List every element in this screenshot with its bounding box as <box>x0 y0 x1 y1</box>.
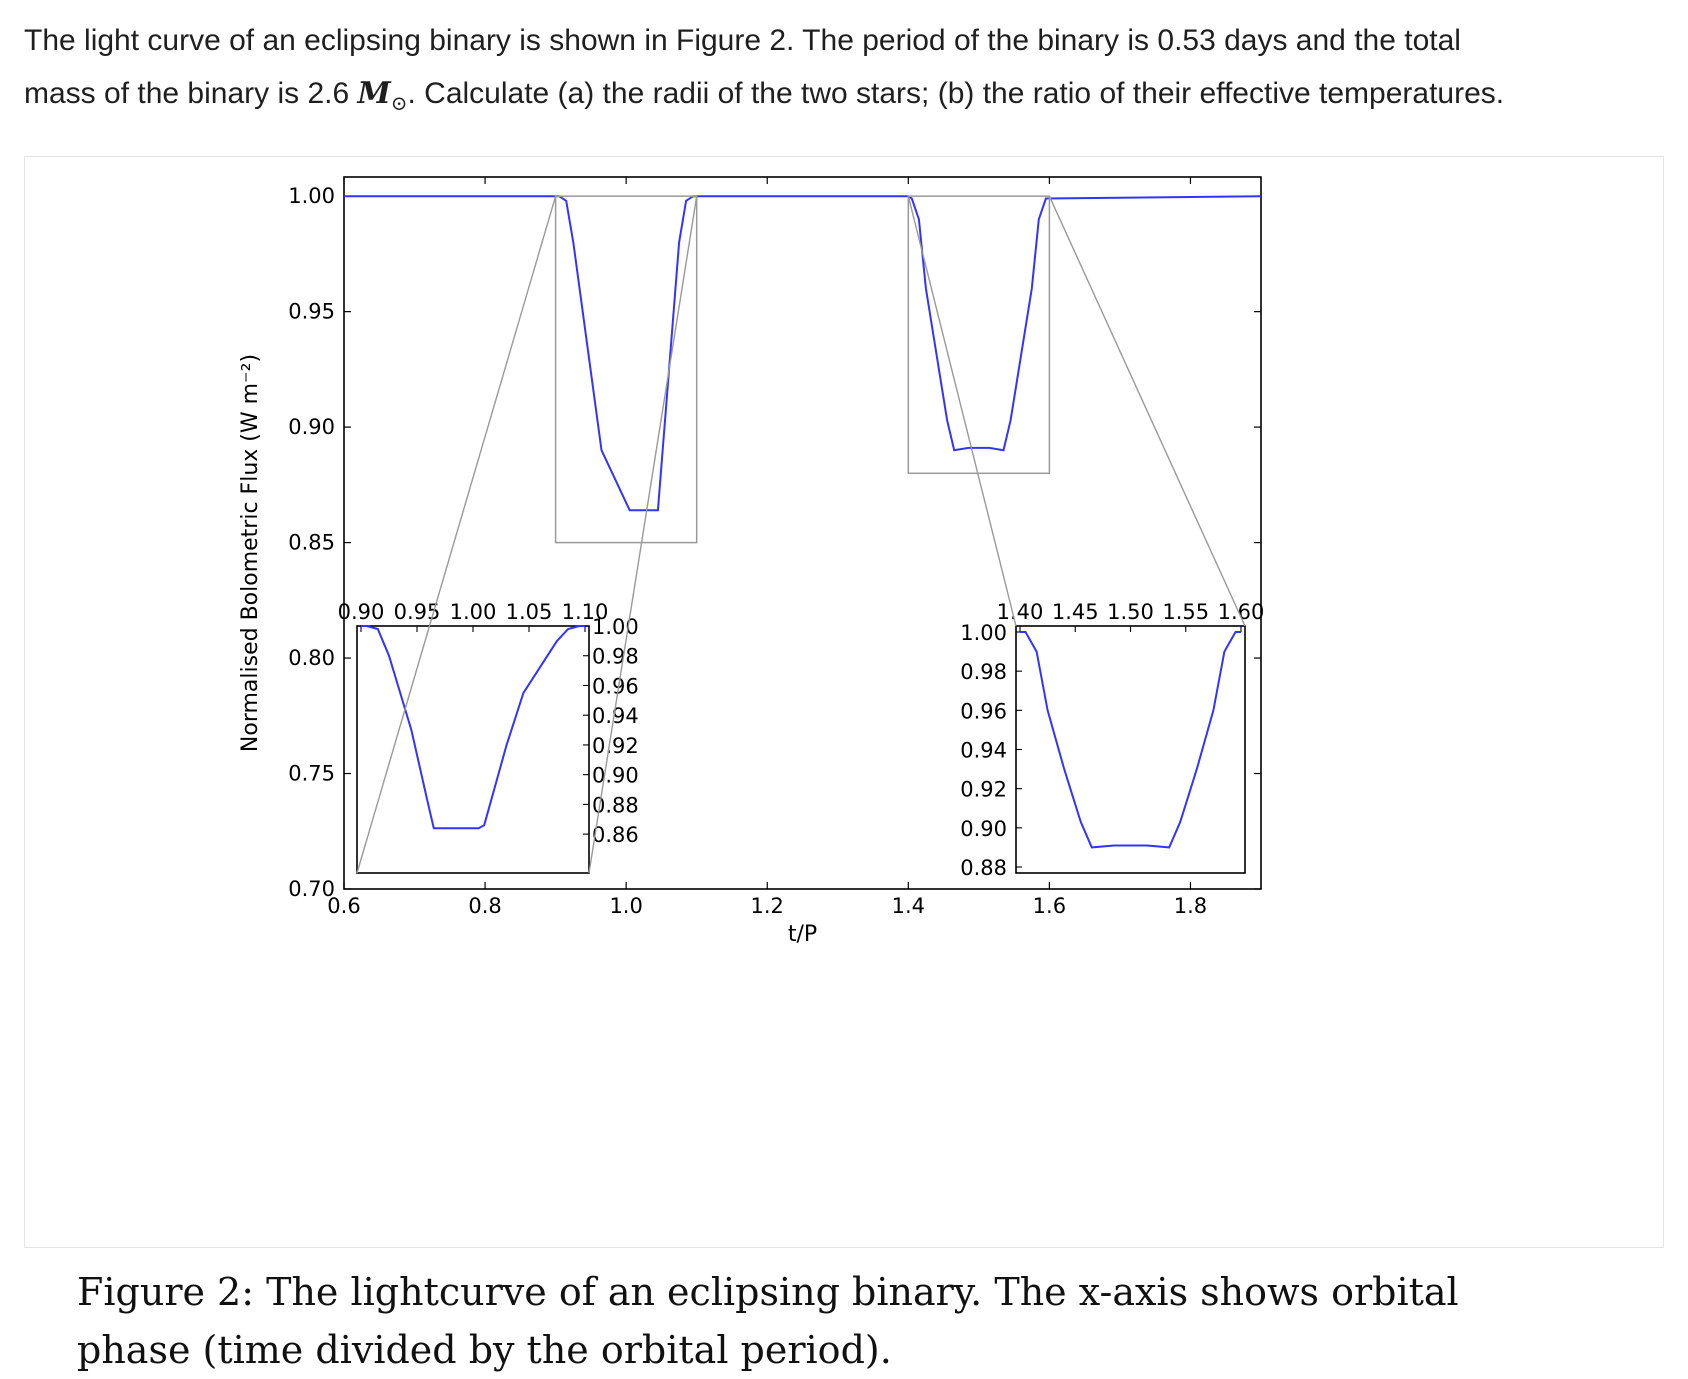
inset-primary-y-tick-label: 0.98 <box>592 645 639 669</box>
y-axis-label: Normalised Bolometric Flux (W m⁻²) <box>238 354 263 752</box>
inset-primary-frame <box>356 625 590 874</box>
zoom-connector-line <box>356 195 557 874</box>
inset-secondary-x-tick-label: 1.40 <box>997 600 1044 624</box>
y-tick-label: 0.75 <box>288 762 335 786</box>
zoom-connector-line <box>907 195 1017 627</box>
question-line-2: mass of the binary is 2.6 M⊙. Calculate … <box>24 67 1674 130</box>
main-lightcurve <box>344 195 1262 512</box>
inset-primary-x-tick-label: 1.10 <box>562 600 609 624</box>
x-axis-label: t/P <box>788 922 817 947</box>
inset-secondary-y-tick-label: 0.94 <box>960 739 1007 763</box>
x-tick-label: 1.2 <box>751 894 784 918</box>
zoom-connector-line <box>1048 195 1246 627</box>
y-tick-label: 0.90 <box>288 415 335 439</box>
y-tick-label: 1.00 <box>288 184 335 208</box>
inset-primary-y-tick-label: 0.96 <box>592 674 639 698</box>
inset-secondary-y-tick-label: 0.88 <box>960 856 1007 880</box>
inset-primary-x-tick-label: 1.00 <box>450 600 497 624</box>
inset-secondary-y-tick-label: 0.98 <box>960 660 1007 684</box>
inset-primary-y-tick-label: 0.90 <box>592 764 639 788</box>
x-tick-label: 1.6 <box>1033 894 1066 918</box>
inset-primary-x-tick-label: 1.05 <box>506 600 553 624</box>
inset-secondary-y-tick-label: 0.92 <box>960 778 1007 802</box>
question-line-2-prefix: mass of the binary is 2.6 <box>24 77 358 110</box>
y-tick-label: 0.70 <box>288 877 335 901</box>
inset-secondary-x-tick-label: 1.55 <box>1162 600 1209 624</box>
y-tick-label: 0.85 <box>288 531 335 555</box>
main-plot-frame <box>343 176 1262 890</box>
x-tick-label: 1.0 <box>609 894 642 918</box>
inset-primary-y-tick-label: 0.86 <box>592 823 639 847</box>
inset-secondary-x-tick-label: 1.45 <box>1052 600 1099 624</box>
inset-secondary-frame <box>1015 625 1246 874</box>
x-tick-label: 1.8 <box>1174 894 1207 918</box>
inset-secondary-y-tick-label: 1.00 <box>960 621 1007 645</box>
question-line-1: The light curve of an eclipsing binary i… <box>24 24 1461 57</box>
y-tick-label: 0.95 <box>288 300 335 324</box>
x-tick-label: 1.4 <box>892 894 925 918</box>
x-tick-label: 0.6 <box>327 894 360 918</box>
lightcurve-figure: 0.6 0.8 1.0 1.2 1.4 1.6 1.8 0.70 0.75 0.80 0.85 0.9… <box>238 176 1265 947</box>
figure-caption: Figure 2: The lightcurve of an eclipsing… <box>77 1263 1687 1379</box>
primary-eclipse-zoom-box <box>554 195 698 544</box>
inset-primary-x-tick-label: 0.95 <box>394 600 441 624</box>
question-line-2-suffix: . Calculate (a) the radii of the two sta… <box>407 77 1505 110</box>
inset-primary-y-tick-label: 0.92 <box>592 734 639 758</box>
inset-secondary-y-tick-label: 0.96 <box>960 699 1007 723</box>
inset-secondary-y-tick-label: 0.90 <box>960 817 1007 841</box>
zoom-connector-line <box>588 196 698 874</box>
inset-primary-y-tick-label: 1.00 <box>592 615 639 639</box>
y-tick-label: 0.80 <box>288 646 335 670</box>
inset-primary-x-tick-label: 0.90 <box>338 600 385 624</box>
caption-line-2: phase (time divided by the orbital perio… <box>77 1328 892 1372</box>
secondary-eclipse-zoom-box <box>907 195 1051 475</box>
inset-secondary-x-tick-label: 1.60 <box>1218 600 1265 624</box>
x-tick-label: 0.8 <box>468 894 501 918</box>
inset-secondary-x-tick-label: 1.50 <box>1107 600 1154 624</box>
inset-primary-lightcurve <box>361 625 585 830</box>
question-text: The light curve of an eclipsing binary i… <box>24 14 1674 130</box>
figure-container: 0.6 0.8 1.0 1.2 1.4 1.6 1.8 0.70 0.75 0.80 0.85 0.9… <box>24 156 1664 1372</box>
caption-line-1: Figure 2: The lightcurve of an eclipsing… <box>77 1270 1459 1314</box>
solar-mass-symbol: M⊙ <box>357 76 408 115</box>
inset-secondary-lightcurve <box>1020 631 1241 849</box>
